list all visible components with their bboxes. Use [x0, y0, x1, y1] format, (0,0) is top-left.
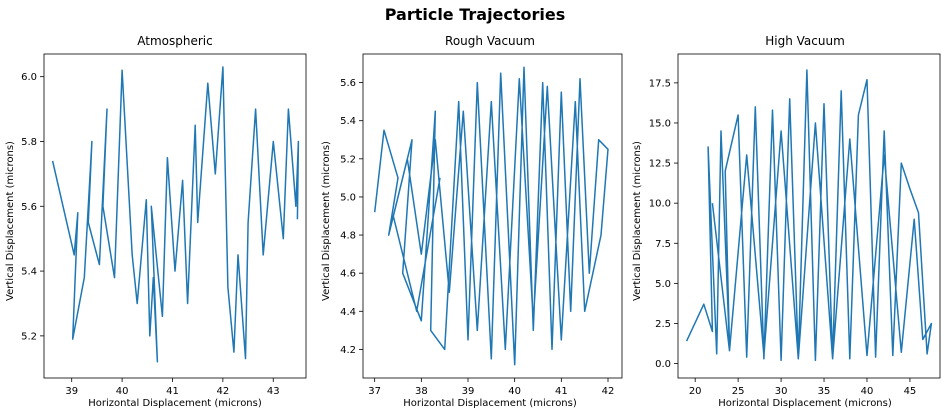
y-tick-label: 5.6: [21, 202, 37, 213]
x-tick-label: 37: [368, 386, 381, 397]
x-tick-label: 45: [904, 386, 917, 397]
y-tick-label: 4.6: [340, 269, 356, 280]
y-tick-label: 4.4: [340, 307, 356, 318]
y-tick-label: 15.0: [649, 118, 671, 129]
plot-area: 20 25 30 35 40 45 0.0 2.5 5.0 7.5 10.0 12.5 15.0 17.5: [649, 53, 941, 397]
y-tick-label: 5.8: [21, 137, 37, 148]
x-axis-label: Horizontal Displacement (microns): [718, 398, 892, 409]
x-tick-label: 39: [65, 386, 78, 397]
axes-frame: [362, 53, 623, 379]
x-tick-label: 40: [116, 386, 129, 397]
y-tick-label: 6.0: [21, 72, 37, 83]
x-tick-label: 41: [166, 386, 179, 397]
panel-title: Rough Vacuum: [445, 34, 535, 48]
y-tick-label: 5.2: [21, 331, 37, 342]
y-tick-label: 4.2: [340, 345, 356, 356]
x-tick-label: 25: [732, 386, 745, 397]
plot-area: 37 38 39 40 41 42 4.2 4.4 4.6 4.8 5.0 5.2 5.4 5.6: [340, 53, 623, 397]
x-tick-label: 42: [216, 386, 229, 397]
x-tick-label: 41: [555, 386, 568, 397]
plot-area: 39 40 41 42 43 5.2 5.4 5.6 5.8 6.0: [21, 53, 307, 397]
panel-title: High Vacuum: [765, 34, 845, 48]
chart-rough-vacuum: Rough Vacuum 37 38 39 40 41 42 4.2 4.4 4.6 4.8 5.0…: [321, 34, 623, 409]
y-tick-label: 17.5: [649, 78, 671, 89]
y-tick-label: 5.6: [340, 78, 356, 89]
y-tick-label: 7.5: [655, 239, 671, 250]
x-tick-label: 35: [818, 386, 831, 397]
y-tick-label: 10.0: [649, 199, 671, 210]
chart-atmospheric: Atmospheric 39 40 41 42 43 5.2 5.4 5.6 5.8 6.0 Ho…: [5, 34, 307, 409]
series-line-0: [685, 69, 933, 362]
series-line-0: [51, 66, 300, 363]
panel-title: Atmospheric: [137, 34, 212, 48]
x-tick-label: 20: [689, 386, 702, 397]
y-tick-label: 5.2: [340, 154, 356, 165]
axes-frame: [677, 53, 941, 379]
x-axis-label: Horizontal Displacement (microns): [403, 398, 577, 409]
y-tick-label: 4.8: [340, 231, 356, 242]
axes-frame: [43, 53, 307, 379]
y-tick-label: 2.5: [655, 319, 671, 330]
y-tick-label: 5.4: [21, 267, 37, 278]
y-tick-label: 5.0: [655, 279, 671, 290]
x-tick-label: 40: [508, 386, 521, 397]
series-line-0: [373, 66, 609, 366]
x-tick-label: 38: [415, 386, 428, 397]
x-tick-label: 39: [462, 386, 475, 397]
y-tick-label: 5.0: [340, 192, 356, 203]
x-tick-label: 40: [861, 386, 874, 397]
x-tick-label: 30: [775, 386, 788, 397]
figure-suptitle: Particle Trajectories: [385, 5, 566, 24]
x-tick-label: 43: [267, 386, 280, 397]
y-tick-label: 12.5: [649, 159, 671, 170]
y-tick-label: 0.0: [655, 359, 671, 370]
y-axis-label: Vertical Displacement (microns): [632, 141, 643, 301]
x-axis-label: Horizontal Displacement (microns): [88, 398, 262, 409]
chart-high-vacuum: High Vacuum 20 25 30 35 40 45 0.0 2.5 5.0 7.5 10.0…: [632, 34, 941, 409]
y-axis-label: Vertical Displacement (microns): [5, 141, 16, 301]
y-axis-label: Vertical Displacement (microns): [321, 141, 332, 301]
y-tick-label: 5.4: [340, 116, 356, 127]
x-tick-label: 42: [602, 386, 615, 397]
